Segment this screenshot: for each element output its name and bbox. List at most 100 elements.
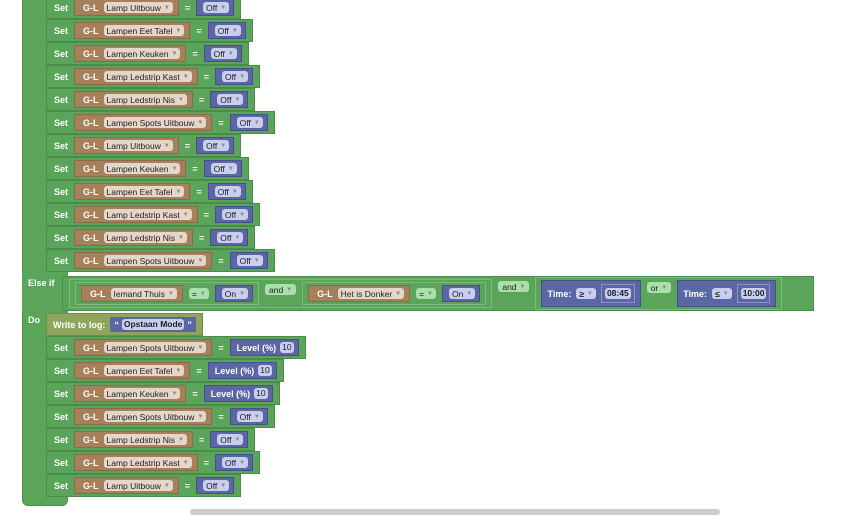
value-block[interactable]: Off ▼ (207, 22, 246, 39)
value-block[interactable]: Off ▼ (196, 0, 235, 16)
device-block[interactable]: G-L Lamp Uitbouw ▼ (74, 137, 179, 154)
time-value-block[interactable]: 10:00 (736, 284, 771, 303)
set-block[interactable]: Set G-L Lamp Ledstrip Kast ▼ = Off ▼ (46, 203, 261, 226)
value-dropdown[interactable]: Off ▼ (236, 117, 263, 128)
value-block[interactable]: Off ▼ (214, 206, 254, 223)
or-block[interactable]: Time: ≥ ▼ 08:45 or ▼ Time: ≤ ▼ 10:00 (535, 277, 783, 310)
device-dropdown[interactable]: Lamp Ledstrip Kast ▼ (103, 209, 192, 220)
value-dropdown[interactable]: Off ▼ (210, 48, 237, 59)
device-block[interactable]: G-L Lampen Spots Uitbouw ▼ (74, 114, 213, 131)
device-dropdown[interactable]: Lamp Ledstrip Kast ▼ (103, 71, 192, 82)
set-block[interactable]: Set G-L Lamp Ledstrip Kast ▼ = Off ▼ (46, 65, 261, 88)
value-dropdown[interactable]: Off ▼ (236, 255, 263, 266)
value-dropdown[interactable]: Off ▼ (221, 209, 249, 220)
level-block[interactable]: Level (%) 10 (203, 385, 273, 402)
device-dropdown[interactable]: Lamp Ledstrip Kast ▼ (103, 457, 192, 468)
value-block[interactable]: On ▼ (442, 285, 481, 302)
value-block[interactable]: On ▼ (214, 285, 254, 302)
device-block[interactable]: G-L Lampen Spots Uitbouw ▼ (74, 252, 213, 269)
value-block[interactable]: Off ▼ (214, 68, 254, 85)
and-dropdown[interactable]: and ▼ (265, 284, 297, 295)
device-block[interactable]: G-L Lampen Eet Tafel ▼ (74, 362, 191, 379)
value-dropdown[interactable]: Off ▼ (221, 457, 249, 468)
device-block[interactable]: G-L Lamp Ledstrip Kast ▼ (74, 206, 198, 223)
set-block[interactable]: Set G-L Lampen Eet Tafel ▼ = Off ▼ (46, 19, 253, 42)
value-block[interactable]: Off ▼ (210, 431, 249, 448)
set-block[interactable]: Set G-L Lamp Ledstrip Kast ▼ = Off ▼ (46, 451, 261, 474)
device-dropdown[interactable]: Lamp Uitbouw ▼ (103, 480, 173, 491)
time-operator-dropdown[interactable]: ≥ ▼ (576, 288, 596, 299)
device-block[interactable]: G-L Lamp Ledstrip Nis ▼ (74, 431, 193, 448)
or-dropdown[interactable]: or ▼ (646, 282, 672, 293)
write-to-log-block[interactable]: Write to log: “Opstaan Mode” (46, 313, 203, 336)
set-block[interactable]: Set G-L Lamp Ledstrip Nis ▼ = Off ▼ (46, 428, 256, 451)
value-dropdown[interactable]: Off ▼ (203, 2, 230, 13)
condition-block[interactable]: G-L Iemand Thuis ▼ = ▼ On ▼ and ▼ G-L Het is D… (62, 276, 814, 311)
device-block[interactable]: G-L Lampen Spots Uitbouw ▼ (74, 408, 213, 425)
time-compare-block[interactable]: Time: ≤ ▼ 10:00 (677, 280, 777, 307)
time-operator-dropdown[interactable]: ≤ ▼ (712, 288, 732, 299)
value-dropdown[interactable]: Off ▼ (217, 434, 244, 445)
device-block[interactable]: G-L Lampen Keuken ▼ (74, 160, 187, 177)
value-block[interactable]: Off ▼ (210, 91, 249, 108)
value-block[interactable]: Off ▼ (210, 229, 249, 246)
device-block[interactable]: G-L Het is Donker ▼ (308, 285, 411, 302)
level-field[interactable]: 10 (258, 365, 272, 376)
value-dropdown[interactable]: Off ▼ (203, 480, 230, 491)
set-block[interactable]: Set G-L Lampen Eet Tafel ▼ = Level (%) 10 (46, 359, 284, 382)
device-dropdown[interactable]: Iemand Thuis ▼ (110, 288, 177, 299)
value-block[interactable]: Off ▼ (203, 45, 242, 62)
device-dropdown[interactable]: Lampen Spots Uitbouw ▼ (103, 342, 207, 353)
set-block[interactable]: Set G-L Lampen Eet Tafel ▼ = Off ▼ (46, 180, 253, 203)
set-block[interactable]: Set G-L Lamp Uitbouw ▼ = Off ▼ (46, 0, 242, 19)
level-field[interactable]: 10 (254, 388, 268, 399)
device-dropdown[interactable]: Lampen Keuken ▼ (103, 48, 181, 59)
device-block[interactable]: G-L Lamp Ledstrip Kast ▼ (74, 454, 198, 471)
level-block[interactable]: Level (%) 10 (207, 362, 277, 379)
device-block[interactable]: G-L Lampen Eet Tafel ▼ (74, 183, 191, 200)
device-dropdown[interactable]: Lampen Keuken ▼ (103, 163, 181, 174)
device-dropdown[interactable]: Lampen Spots Uitbouw ▼ (103, 255, 207, 266)
device-block[interactable]: G-L Lampen Eet Tafel ▼ (74, 22, 191, 39)
operator-dropdown[interactable]: = ▼ (416, 288, 437, 299)
value-dropdown[interactable]: Off ▼ (221, 71, 249, 82)
device-dropdown[interactable]: Lamp Uitbouw ▼ (103, 2, 173, 13)
set-block[interactable]: Set G-L Lamp Uitbouw ▼ = Off ▼ (46, 474, 242, 497)
time-value-field[interactable]: 10:00 (740, 288, 767, 299)
operator-dropdown[interactable]: = ▼ (188, 288, 209, 299)
value-dropdown[interactable]: Off ▼ (203, 140, 230, 151)
value-dropdown[interactable]: On ▼ (221, 288, 249, 299)
device-block[interactable]: G-L Lampen Spots Uitbouw ▼ (74, 339, 213, 356)
device-block[interactable]: G-L Lampen Keuken ▼ (74, 45, 187, 62)
set-block[interactable]: Set G-L Lampen Spots Uitbouw ▼ = Off ▼ (46, 405, 275, 428)
device-block[interactable]: G-L Lamp Ledstrip Nis ▼ (74, 229, 193, 246)
value-dropdown[interactable]: Off ▼ (217, 232, 244, 243)
set-block[interactable]: Set G-L Lampen Spots Uitbouw ▼ = Off ▼ (46, 249, 275, 272)
device-dropdown[interactable]: Lampen Eet Tafel ▼ (103, 186, 185, 197)
level-field[interactable]: 10 (280, 342, 294, 353)
value-block[interactable]: Off ▼ (229, 252, 268, 269)
device-block[interactable]: G-L Lampen Keuken ▼ (74, 385, 187, 402)
device-block[interactable]: G-L Iemand Thuis ▼ (81, 285, 183, 302)
device-dropdown[interactable]: Lamp Ledstrip Nis ▼ (103, 94, 187, 105)
set-block[interactable]: Set G-L Lampen Spots Uitbouw ▼ = Off ▼ (46, 111, 275, 134)
device-dropdown[interactable]: Lampen Eet Tafel ▼ (103, 25, 185, 36)
compare-block[interactable]: G-L Het is Donker ▼ = ▼ On ▼ (302, 282, 487, 305)
value-dropdown[interactable]: Off ▼ (214, 186, 241, 197)
compare-block[interactable]: G-L Iemand Thuis ▼ = ▼ On ▼ (75, 282, 260, 305)
set-block[interactable]: Set G-L Lampen Keuken ▼ = Off ▼ (46, 157, 249, 180)
set-block[interactable]: Set G-L Lamp Ledstrip Nis ▼ = Off ▼ (46, 88, 256, 111)
device-block[interactable]: G-L Lamp Uitbouw ▼ (74, 477, 179, 494)
value-dropdown[interactable]: On ▼ (449, 288, 476, 299)
device-block[interactable]: G-L Lamp Uitbouw ▼ (74, 0, 179, 16)
value-block[interactable]: Off ▼ (196, 137, 235, 154)
value-block[interactable]: Off ▼ (229, 408, 268, 425)
horizontal-scrollbar[interactable] (190, 509, 720, 515)
device-dropdown[interactable]: Lampen Keuken ▼ (103, 388, 181, 399)
and-block[interactable]: G-L Iemand Thuis ▼ = ▼ On ▼ and ▼ G-L Het is D… (69, 279, 493, 308)
device-dropdown[interactable]: Lamp Ledstrip Nis ▼ (103, 232, 187, 243)
value-block[interactable]: Off ▼ (214, 454, 254, 471)
device-dropdown[interactable]: Lampen Spots Uitbouw ▼ (103, 117, 207, 128)
device-block[interactable]: G-L Lamp Ledstrip Nis ▼ (74, 91, 193, 108)
value-block[interactable]: Off ▼ (203, 160, 242, 177)
